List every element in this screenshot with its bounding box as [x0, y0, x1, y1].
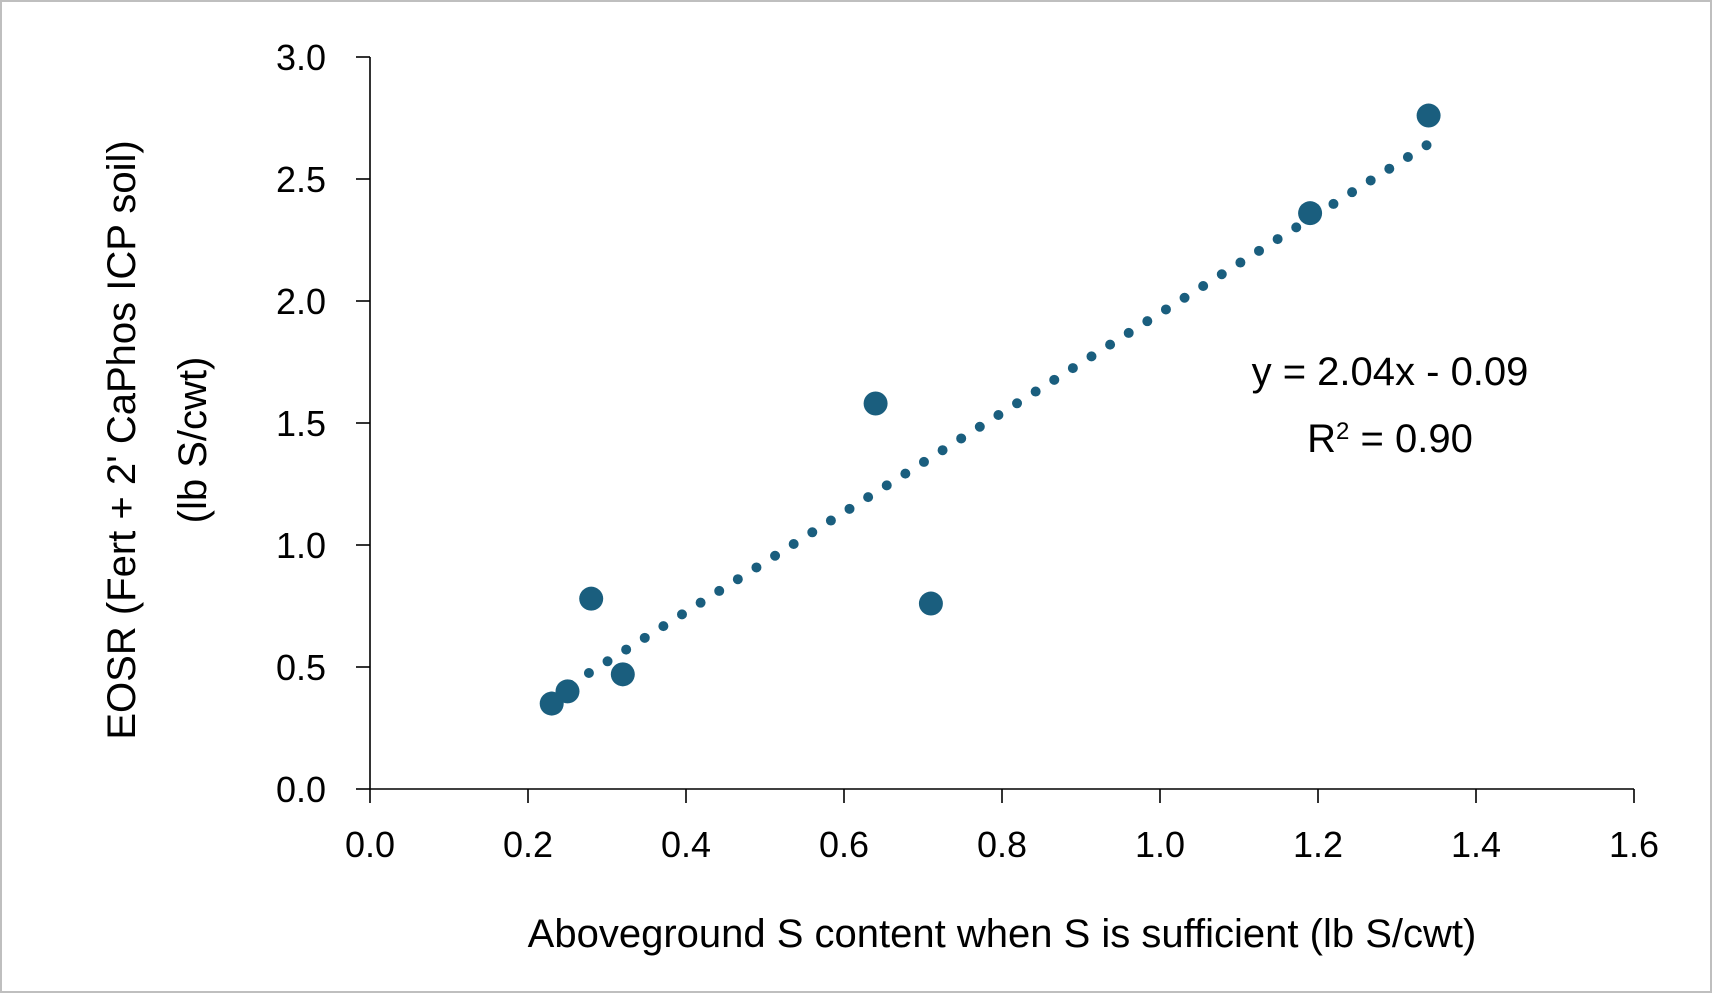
y-tick-label: 2.0 — [276, 281, 326, 322]
data-point — [863, 391, 888, 416]
y-axis-title-line2: (lb S/cwt) — [171, 357, 215, 524]
x-tick-label: 1.0 — [1135, 824, 1185, 865]
data-point — [555, 679, 580, 704]
data-point — [579, 586, 604, 611]
y-tick-label: 0.0 — [276, 769, 326, 810]
data-point — [1298, 201, 1323, 226]
trendline-equation: y = 2.04x - 0.09 — [1252, 350, 1529, 394]
linear-trendline — [546, 138, 1434, 702]
y-tick-label: 0.5 — [276, 647, 326, 688]
x-tick-label: 0.4 — [661, 824, 711, 865]
y-tick-label: 1.0 — [276, 525, 326, 566]
data-point — [1416, 103, 1441, 128]
x-tick-label: 0.6 — [819, 824, 869, 865]
data-points — [539, 103, 1441, 716]
trendline — [546, 138, 1434, 702]
x-axis-title: Aboveground S content when S is sufficie… — [528, 912, 1477, 956]
x-tick-label: 0.0 — [345, 824, 395, 865]
r2-value: = 0.90 — [1349, 417, 1472, 461]
y-tick-label: 3.0 — [276, 37, 326, 78]
r-squared-label: R2 = 0.90 — [1307, 417, 1473, 461]
r2-superscript: 2 — [1336, 418, 1349, 445]
r2-prefix: R — [1307, 417, 1336, 461]
data-point — [610, 662, 635, 687]
x-tick-label: 1.4 — [1451, 824, 1501, 865]
x-tick-label: 1.6 — [1609, 824, 1659, 865]
x-tick-label: 0.2 — [503, 824, 553, 865]
axes — [356, 56, 1635, 803]
y-axis-title-line1: EOSR (Fert + 2' CaPhos ICP soil) — [100, 140, 144, 739]
tick-labels: 0.0 0.5 1.0 1.5 2.0 2.5 3.0 0.0 0.2 0.4 0.6 0.8 1.0 1… — [276, 37, 1659, 865]
y-tick-label: 1.5 — [276, 403, 326, 444]
x-tick-label: 0.8 — [977, 824, 1027, 865]
y-tick-label: 2.5 — [276, 159, 326, 200]
x-tick-label: 1.2 — [1293, 824, 1343, 865]
data-point — [918, 591, 943, 616]
